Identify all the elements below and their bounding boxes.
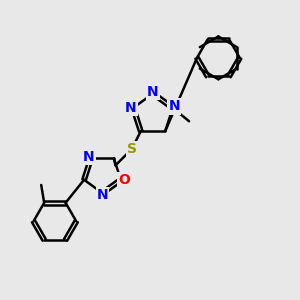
Text: N: N	[83, 150, 94, 164]
Text: O: O	[118, 173, 130, 187]
Text: N: N	[147, 85, 159, 99]
Text: S: S	[127, 142, 137, 156]
Text: N: N	[168, 99, 180, 113]
Text: N: N	[125, 101, 136, 115]
Text: N: N	[97, 188, 108, 203]
